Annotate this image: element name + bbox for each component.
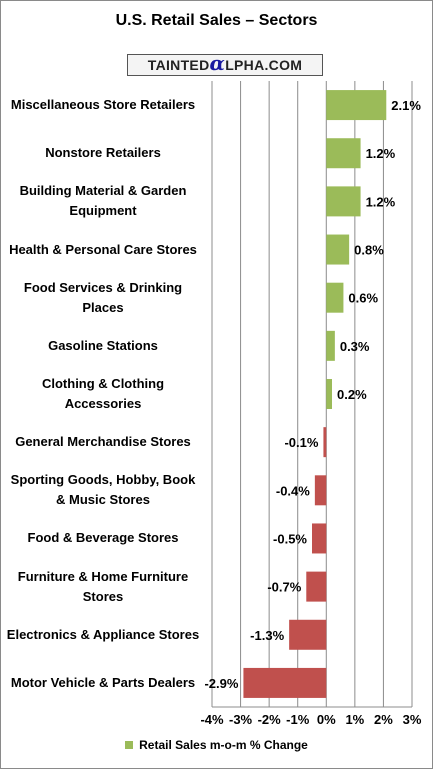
data-label-6: 0.2% bbox=[337, 387, 367, 402]
taintedalpha-logo: TAINTEDαLPHA.COM bbox=[127, 51, 323, 76]
data-label-12: -2.9% bbox=[204, 676, 238, 691]
legend-label: Retail Sales m-o-m % Change bbox=[139, 738, 308, 752]
data-label-10: -0.7% bbox=[267, 580, 301, 595]
bar-2 bbox=[326, 186, 361, 217]
data-label-3: 0.8% bbox=[354, 243, 384, 258]
category-label-10: Furniture & Home Furniture Stores bbox=[17, 568, 189, 604]
bar-9 bbox=[312, 523, 327, 554]
bar-8 bbox=[314, 475, 327, 506]
logo-alpha-glyph: α bbox=[209, 51, 226, 75]
bar-0 bbox=[326, 90, 387, 121]
chart-title: U.S. Retail Sales – Sectors bbox=[115, 12, 318, 29]
category-label-2: Building Material & Garden Equipment bbox=[19, 183, 187, 219]
category-label-4: Food Services & Drinking Places bbox=[23, 279, 183, 315]
x-tick-label-0: -4% bbox=[200, 712, 224, 727]
data-label-5: 0.3% bbox=[340, 339, 370, 354]
x-tick-label-2: -2% bbox=[258, 712, 282, 727]
data-label-2: 1.2% bbox=[366, 194, 396, 209]
data-label-4: 0.6% bbox=[348, 291, 378, 306]
category-label-11: Electronics & Appliance Stores bbox=[6, 626, 200, 642]
data-label-0: 2.1% bbox=[391, 98, 421, 113]
legend-swatch bbox=[125, 741, 134, 749]
data-label-9: -0.5% bbox=[273, 531, 307, 546]
bar-11 bbox=[289, 619, 327, 650]
data-label-11: -1.3% bbox=[250, 628, 284, 643]
bar-4 bbox=[326, 282, 344, 313]
x-tick-label-7: 3% bbox=[403, 712, 422, 727]
bar-10 bbox=[306, 571, 327, 602]
bar-5 bbox=[326, 330, 335, 361]
bar-7 bbox=[323, 427, 327, 458]
category-label-12: Motor Vehicle & Parts Dealers bbox=[10, 674, 196, 690]
category-label-0: Miscellaneous Store Retailers bbox=[10, 97, 196, 113]
x-tick-label-1: -3% bbox=[229, 712, 253, 727]
legend: Retail Sales m-o-m % Change bbox=[0, 738, 433, 752]
data-label-8: -0.4% bbox=[276, 483, 310, 498]
category-label-9: Food & Beverage Stores bbox=[27, 530, 179, 546]
data-label-1: 1.2% bbox=[366, 146, 396, 161]
category-label-7: General Merchandise Stores bbox=[15, 434, 191, 450]
data-label-7: -0.1% bbox=[284, 435, 318, 450]
x-tick-label-5: 1% bbox=[345, 712, 364, 727]
category-label-8: Sporting Goods, Hobby, Book & Music Stor… bbox=[10, 472, 196, 508]
x-tick-label-4: 0% bbox=[317, 712, 336, 727]
category-label-3: Health & Personal Care Stores bbox=[9, 241, 197, 257]
bar-12 bbox=[243, 667, 327, 698]
bar-6 bbox=[326, 379, 332, 409]
logo-text-left: TAINTED bbox=[147, 57, 210, 73]
bar-3 bbox=[326, 234, 350, 265]
logo-text-right: LPHA.COM bbox=[225, 57, 303, 73]
x-tick-label-3: -1% bbox=[286, 712, 310, 727]
category-label-1: Nonstore Retailers bbox=[45, 145, 161, 161]
x-tick-label-6: 2% bbox=[374, 712, 393, 727]
category-label-6: Clothing & Clothing Accessories bbox=[41, 376, 165, 411]
category-label-5: Gasoline Stations bbox=[48, 337, 158, 353]
bar-1 bbox=[326, 138, 361, 169]
